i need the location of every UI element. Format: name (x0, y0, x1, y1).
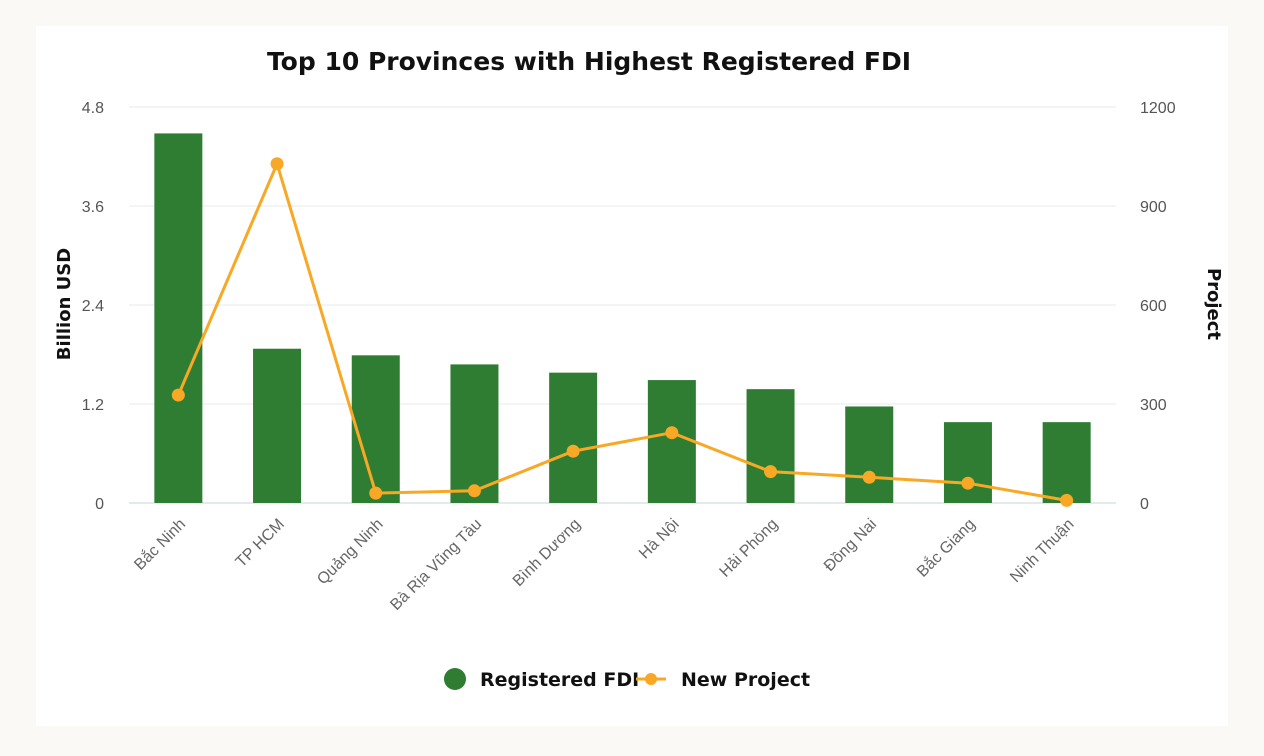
chart-card: Top 10 Provinces with Highest Registered… (36, 26, 1228, 726)
category-label: Ninh Thuận (1007, 516, 1077, 586)
category-label: TP HCM (233, 516, 288, 571)
left-axis-title: Billion USD (54, 248, 75, 360)
bar (647, 380, 696, 503)
line-series (171, 157, 1074, 507)
bar (450, 364, 499, 503)
legend-line-label: New Project (681, 669, 810, 691)
line-point (171, 388, 185, 402)
category-label: Bình Dương (510, 516, 584, 590)
line-point (369, 486, 383, 500)
bar (351, 355, 400, 503)
category-label: Quảng Ninh (314, 516, 386, 588)
right-tick-label: 300 (1140, 397, 1167, 414)
bar (746, 389, 795, 503)
category-label: Đồng Nai (821, 516, 880, 575)
line-point (764, 465, 778, 479)
line-point (270, 157, 284, 171)
right-tick-label: 0 (1140, 496, 1149, 513)
legend-bar-swatch (444, 668, 466, 690)
bar (845, 406, 894, 503)
bar (154, 133, 203, 503)
left-tick-label: 3.6 (82, 199, 104, 216)
category-label: Bắc Giang (913, 514, 979, 580)
category-label: Hải Phòng (717, 516, 782, 581)
left-axis-ticks: 0 1.2 2.4 3.6 4.8 (82, 100, 104, 513)
bar (1042, 422, 1091, 503)
right-axis-title: Project (1203, 268, 1224, 340)
left-tick-label: 1.2 (82, 397, 104, 414)
line-point (961, 476, 975, 490)
right-tick-label: 1200 (1140, 100, 1176, 117)
bar (253, 348, 302, 503)
bar (943, 422, 992, 503)
bar (549, 372, 598, 503)
combo-chart: Top 10 Provinces with Highest Registered… (54, 47, 1224, 691)
line-point (665, 426, 679, 440)
right-axis-ticks: 0 300 600 900 1200 (1140, 100, 1176, 513)
left-tick-label: 0 (95, 496, 104, 513)
legend: Registered FDI New Project (444, 668, 810, 691)
line-point (467, 484, 481, 498)
legend-line-dot (645, 673, 657, 685)
series-line (176, 162, 1067, 502)
legend-bar-label: Registered FDI (480, 669, 639, 691)
right-tick-label: 600 (1140, 298, 1167, 315)
right-tick-label: 900 (1140, 199, 1167, 216)
line-point (862, 470, 876, 484)
left-tick-label: 2.4 (82, 298, 104, 315)
left-tick-label: 4.8 (82, 100, 104, 117)
category-labels: Bắc Ninh TP HCM Quảng Ninh Bà Rịa Vũng Tàu B… (130, 514, 1078, 613)
category-label: Bà Rịa Vũng Tàu (387, 516, 485, 614)
line-point (566, 444, 580, 458)
line-point (1060, 493, 1074, 507)
category-label: Bắc Ninh (130, 514, 189, 573)
chart-title: Top 10 Provinces with Highest Registered… (267, 47, 911, 76)
category-label: Hà Nội (636, 516, 683, 563)
bar-series (154, 133, 1091, 503)
